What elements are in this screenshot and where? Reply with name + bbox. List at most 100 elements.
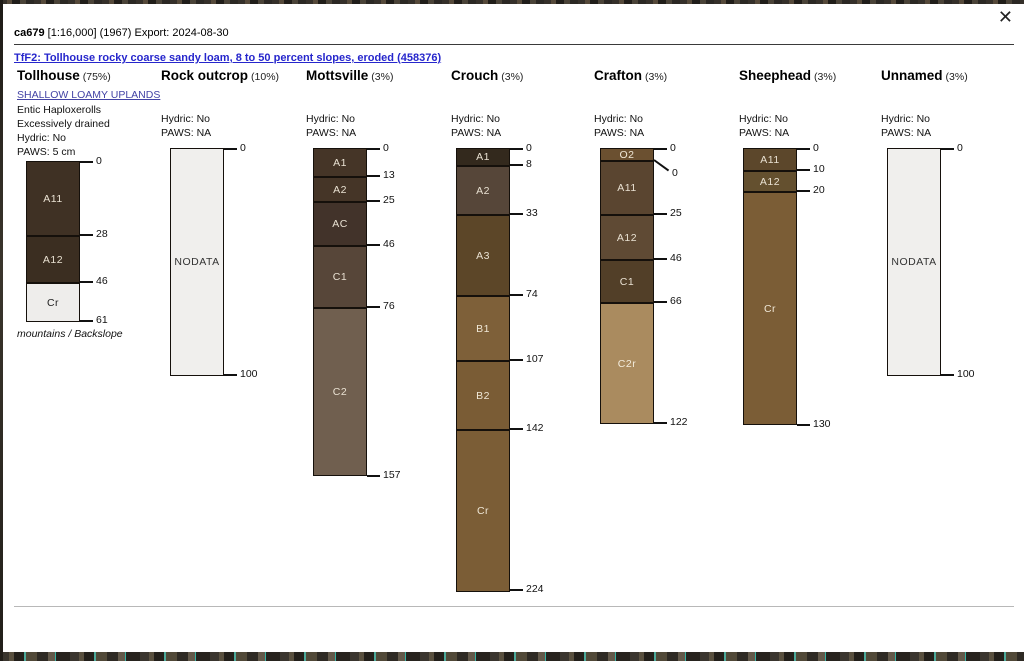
map-background-left [0,0,3,661]
horizon-label: C2 [332,386,348,398]
depth-tick [797,169,810,171]
profile-percent: (3%) [501,71,524,83]
spacer [594,85,744,112]
profile-column-sheephead: Sheephead (3%) Hydric: No PAWS: NA A11 A12 Cr 0… [739,68,889,430]
profile-sketch-mottsville: A1 A2 AC C1 C2 0 13 25 46 76 157 [313,142,403,481]
depth-label: 122 [670,416,688,428]
horizon-box: A1 A2 A3 B1 B2 Cr [456,148,510,592]
profile-name-label: Crafton [594,68,642,83]
profile-name-crafton: Crafton (3%) [594,68,744,85]
horizon-label: Cr [46,296,60,309]
depth-tick [367,200,380,202]
info-line-1: Excessively drained [17,118,110,130]
depth-label: 13 [383,169,395,181]
info-line-0: Entic Haploxerolls [17,104,102,116]
profile-name-label: Rock outcrop [161,68,249,83]
depth-label: 10 [813,163,825,175]
depth-label: 66 [670,295,682,307]
profile-name-crouch: Crouch (3%) [451,68,601,85]
depth-tick [80,320,93,322]
horizon-label: Cr [476,505,490,517]
landform-footnote: mountains / Backslope [17,328,123,340]
depth-tick [510,359,523,361]
info-line-1: PAWS: NA [306,127,357,139]
map-background-top [0,0,1024,4]
profile-percent: (10%) [251,71,280,83]
info-line-0: Hydric: No [161,113,211,125]
depth-label: 76 [383,300,395,312]
profile-column-rock-outcrop: Rock outcrop (10%) Hydric: No PAWS: NA NODAT… [161,68,311,380]
profile-column-mottsville: Mottsville (3%) Hydric: No PAWS: NA A1 A2 AC C1… [306,68,456,481]
info-line-0: Hydric: No [451,113,501,125]
horizon-o2: O2 [601,149,653,160]
info-line-1: PAWS: NA [161,127,212,139]
profile-name-label: Tollhouse [17,68,80,83]
profile-sketch-unnamed: NODATA 0 100 [887,142,977,380]
depth-tick [367,244,380,246]
survey-meta: [1:16,000] (1967) Export: 2024-08-30 [44,27,229,39]
depth-tick [653,159,670,172]
horizon-box: NODATA [170,148,224,376]
depth-label: 61 [96,314,108,326]
spacer [881,85,1024,112]
depth-tick [510,294,523,296]
profile-name-label: Mottsville [306,68,369,83]
depth-label: 25 [670,207,682,219]
depth-label: 8 [526,158,532,170]
depth-tick [80,281,93,283]
depth-label: 130 [813,418,831,430]
profile-percent: (3%) [371,71,394,83]
depth-tick [510,428,523,430]
depth-tick [367,306,380,308]
horizon-label: C1 [332,271,348,283]
horizon-a1: A1 [457,149,509,165]
depth-label: 0 [670,142,676,154]
depth-tick [797,424,810,426]
info-line-0: Hydric: No [594,113,644,125]
info-line-0: Hydric: No [306,113,356,125]
horizon-a2: A2 [457,165,509,214]
profile-name-label: Crouch [451,68,499,83]
depth-label: 0 [813,142,819,154]
profile-name-rock-outcrop: Rock outcrop (10%) [161,68,311,85]
horizon-label: A11 [760,153,780,166]
depth-tick [224,148,237,150]
horizon-a12: A12 [27,235,79,282]
depth-label: 25 [383,194,395,206]
horizon-label: AC [332,218,348,230]
horizon-label: A12 [42,253,64,266]
depth-tick [797,190,810,192]
depth-label: 107 [526,353,544,365]
horizon-label: B2 [476,389,490,402]
horizon-c2r: C2r [601,302,653,423]
horizon-a11: A11 [601,160,653,214]
horizon-label: A3 [476,249,490,262]
profile-sketch-sheephead: A11 A12 Cr 0 10 20 130 [743,142,833,430]
depth-label: 46 [96,275,108,287]
header-divider [14,44,1014,45]
horizon-b2: B2 [457,360,509,429]
close-icon[interactable]: ✕ [997,7,1013,27]
ecosite-link[interactable]: SHALLOW LOAMY UPLANDS [17,89,161,101]
info-line-0: Hydric: No [739,113,789,125]
depth-tick [654,213,667,215]
info-line-1: PAWS: NA [739,127,790,139]
profile-column-crouch: Crouch (3%) Hydric: No PAWS: NA A1 A2 A3 B1 B2 Cr… [451,68,601,595]
depth-label: 20 [813,184,825,196]
profile-column-unnamed: Unnamed (3%) Hydric: No PAWS: NA NODATA 0 100 [881,68,1024,380]
horizon-box: A11 A12 Cr [26,161,80,322]
depth-label: 46 [383,238,395,250]
depth-tick [510,589,523,591]
horizon-label: O2 [619,149,635,160]
horizon-label: C2r [617,357,637,370]
horizon-a12: A12 [744,170,796,191]
mapunit-link[interactable]: TfF2: Tollhouse rocky coarse sandy loam,… [14,52,442,64]
bottom-divider [14,606,1014,607]
profile-column-tollhouse: Tollhouse (75%) SHALLOW LOAMY UPLANDS Entic… [17,68,167,340]
horizon-label: A2 [333,183,347,196]
profile-sketch-rock-outcrop: NODATA 0 100 [170,142,260,380]
horizon-label: A2 [476,184,490,197]
profile-sketch-crafton: O2 A11 A12 C1 C2r 0 0 25 46 66 122 [600,142,690,428]
horizon-nodata: NODATA [171,149,223,375]
horizon-label: NODATA [891,256,937,268]
